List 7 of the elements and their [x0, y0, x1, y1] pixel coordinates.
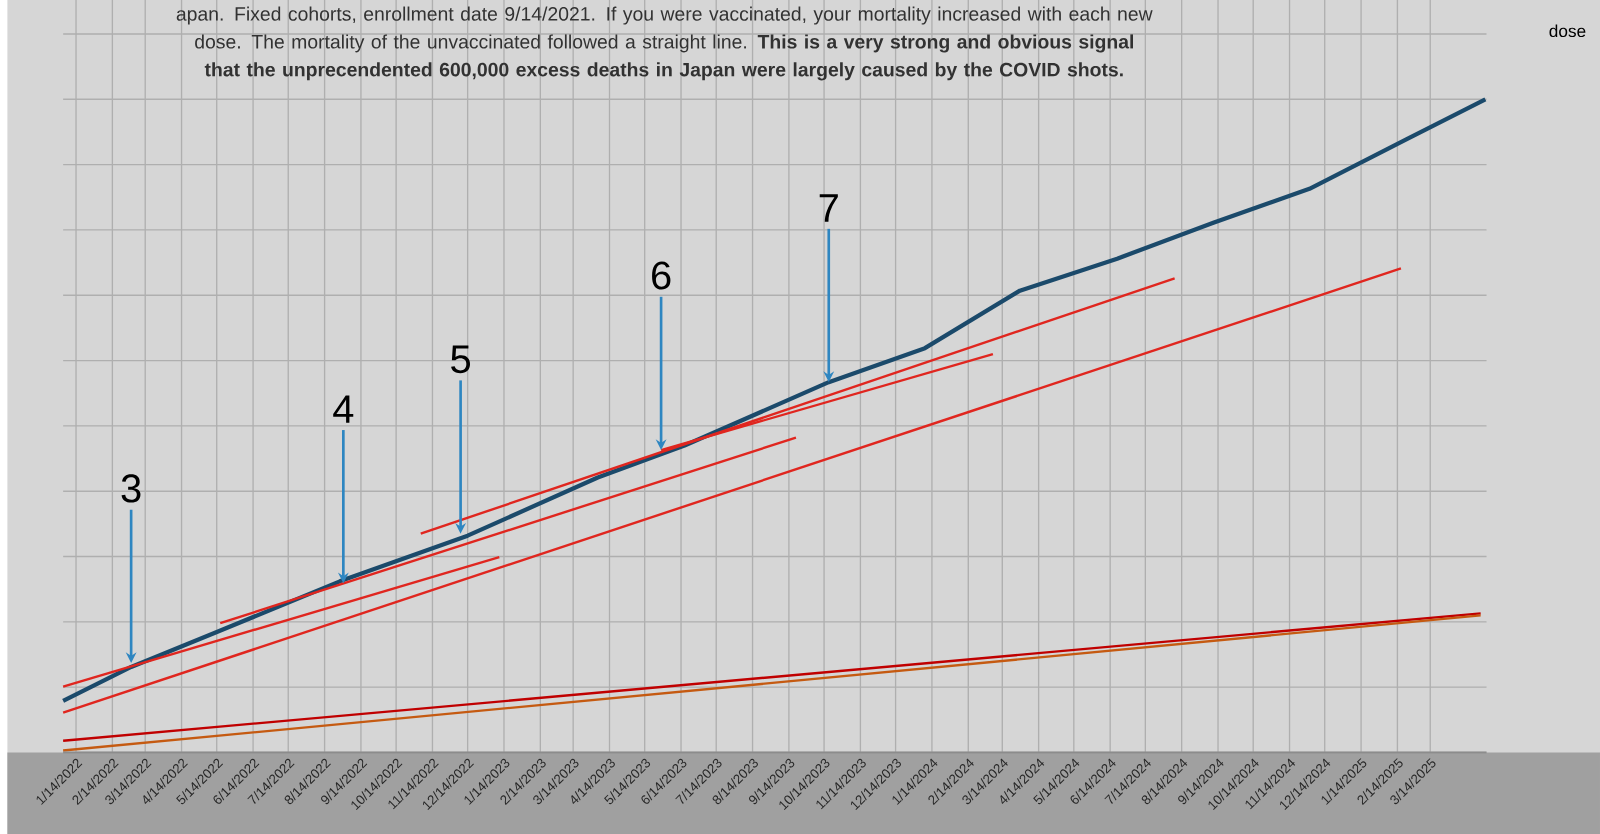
- annotation: 7: [819, 194, 838, 222]
- text: dose: [1549, 24, 1586, 38]
- annotation: 5: [451, 345, 471, 374]
- annotation: 3: [121, 474, 141, 503]
- annotation: 6: [652, 261, 671, 290]
- chart-title: apan. Fixed cohorts, enrollment date 9/14/2021. If you were vaccinated, your mortality increased with each new dose. The mortality of the unvaccinated followed a straight line. This is a very strong and obvious signal that the unprecendented 600,000 excess deaths in Japan were largely caused by the COVID shots.: [176, 6, 1153, 81]
- annotation: 4: [333, 395, 354, 423]
